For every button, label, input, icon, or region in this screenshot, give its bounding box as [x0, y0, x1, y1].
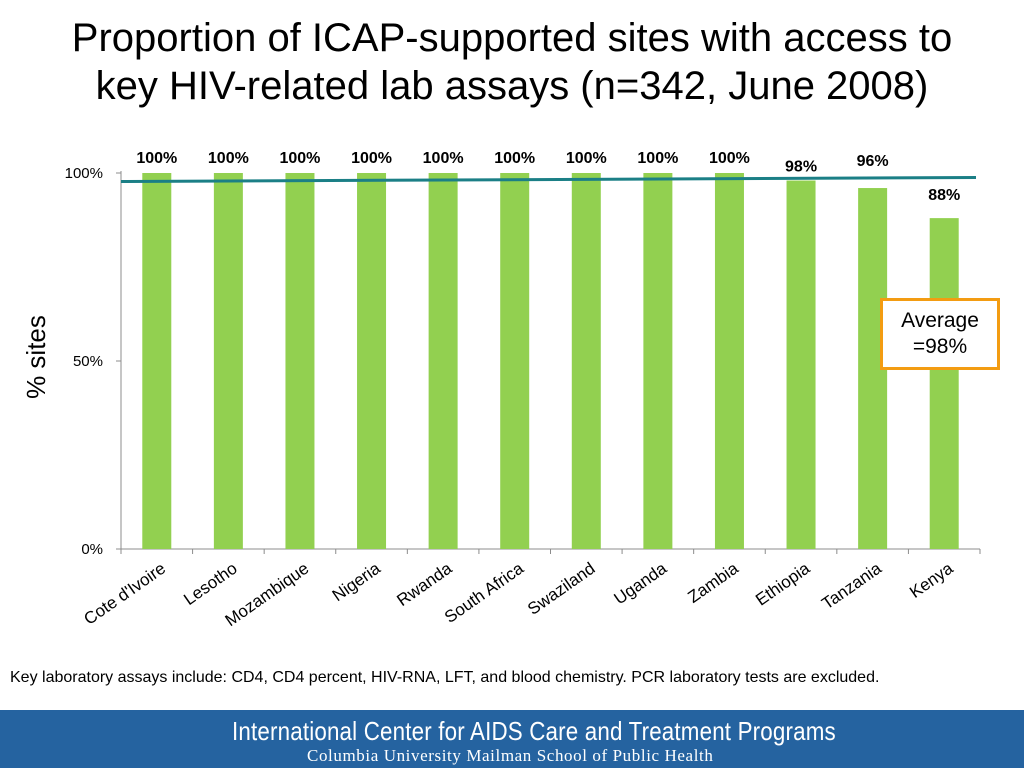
footer-school-name: Columbia University Mailman School of Pu… — [307, 746, 714, 765]
data-label: 100% — [709, 150, 750, 167]
bar — [714, 173, 744, 549]
data-label: 100% — [136, 150, 177, 167]
bar — [213, 173, 243, 549]
x-tick-label: Kenya — [906, 558, 957, 602]
y-tick-label: 100% — [65, 165, 103, 182]
data-label: 88% — [928, 187, 960, 204]
bar-chart: % sites 0% 50% 100% 100% Cote d'Ivoire 100% Les… — [21, 150, 981, 630]
bar — [786, 180, 816, 549]
x-tick-label: Cote d'Ivoire — [80, 559, 169, 629]
data-label: 100% — [566, 150, 607, 167]
average-line — [120, 176, 977, 184]
y-axis-label: % sites — [21, 315, 51, 399]
x-tick-label: Uganda — [610, 558, 670, 608]
x-tick-label: Ethiopia — [752, 558, 814, 609]
x-tick-label: Rwanda — [393, 558, 455, 610]
bar — [357, 173, 387, 549]
bar — [571, 173, 601, 549]
data-label: 100% — [279, 150, 320, 167]
bar — [500, 173, 530, 549]
x-tick-label: Zambia — [684, 558, 742, 606]
bar — [643, 173, 673, 549]
footnote: Key laboratory assays include: CD4, CD4 … — [10, 669, 880, 686]
bar — [142, 173, 172, 549]
data-label: 100% — [351, 150, 392, 167]
data-label: 96% — [857, 153, 889, 170]
x-tick-label: Swaziland — [524, 559, 598, 619]
title-line-1: Proportion of ICAP-supported sites with … — [71, 16, 953, 60]
bar — [428, 173, 458, 549]
y-tick-label: 0% — [81, 541, 103, 558]
average-callout: Average =98% — [880, 298, 1000, 370]
callout-line-2: =98% — [912, 335, 968, 358]
footer-org-name: International Center for AIDS Care and T… — [232, 716, 836, 746]
chart-title: Proportion of ICAP-supported sites with … — [0, 14, 1024, 110]
footer-banner: International Center for AIDS Care and T… — [0, 710, 1024, 768]
data-label: 100% — [637, 150, 678, 167]
data-label: 100% — [423, 150, 464, 167]
bar — [929, 218, 959, 549]
x-tick-label: Lesotho — [180, 559, 240, 609]
x-tick-label: Nigeria — [329, 558, 384, 605]
callout-line-1: Average — [901, 309, 979, 332]
data-label: 100% — [494, 150, 535, 167]
bar — [285, 173, 315, 549]
title-line-2: key HIV-related lab assays (n=342, June … — [95, 64, 929, 108]
x-tick-label: Tanzania — [818, 558, 885, 613]
y-tick-label: 50% — [73, 353, 103, 370]
x-tick-label: South Africa — [441, 558, 527, 626]
data-label: 100% — [208, 150, 249, 167]
data-label: 98% — [785, 159, 817, 176]
